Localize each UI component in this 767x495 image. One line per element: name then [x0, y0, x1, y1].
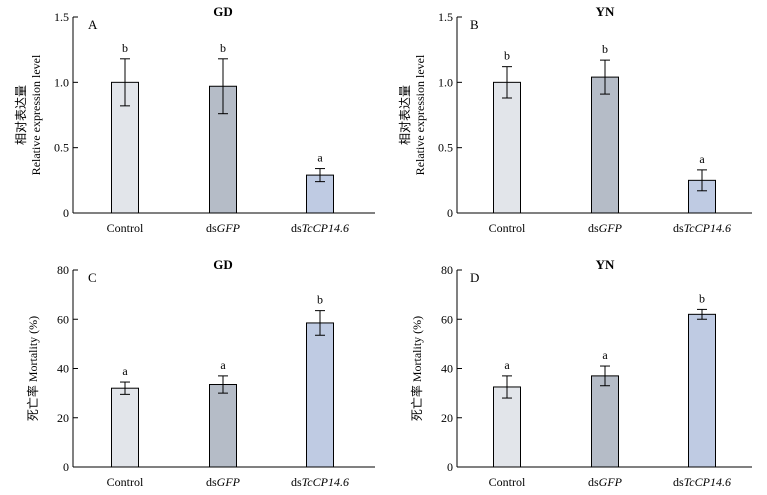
y-tick-label: 80	[441, 263, 453, 277]
bar	[306, 322, 334, 468]
y-tick-label: 1.0	[54, 75, 69, 89]
x-tick-label: dsTcCP14.6	[673, 475, 731, 489]
y-tick-label: 1.5	[438, 10, 453, 24]
chart-title: GD	[213, 4, 233, 19]
x-tick-label: Control	[489, 221, 526, 235]
y-axis-label-zh: 相对表达量	[398, 85, 412, 145]
significance-letter: a	[602, 348, 608, 362]
y-tick-label: 0.5	[438, 141, 453, 155]
y-tick-label: 20	[57, 411, 69, 425]
significance-letter: b	[699, 291, 705, 305]
significance-letter: a	[504, 358, 510, 372]
significance-letter: a	[122, 364, 128, 378]
bar	[493, 386, 521, 468]
y-tick-label: 0	[63, 206, 69, 220]
bar	[591, 76, 619, 214]
bar	[493, 81, 521, 214]
y-tick-label: 0	[447, 206, 453, 220]
y-tick-label: 20	[441, 411, 453, 425]
y-tick-label: 40	[57, 362, 69, 376]
y-tick-label: 60	[57, 312, 69, 326]
y-tick-label: 1.5	[54, 10, 69, 24]
x-tick-label: Control	[107, 475, 144, 489]
panel-label: C	[88, 270, 97, 285]
significance-letter: b	[317, 293, 323, 307]
x-tick-label: dsGFP	[588, 221, 623, 235]
bar	[111, 387, 139, 468]
y-axis-label: 死亡率 Mortality (%)	[25, 316, 40, 421]
panel-label: B	[470, 17, 479, 32]
bar	[688, 313, 716, 468]
significance-letter: a	[317, 151, 323, 165]
y-tick-label: 0	[447, 460, 453, 474]
y-tick-label: 80	[57, 263, 69, 277]
chart-panel-a: 0 0.5 1.0 1.5 b Control b dsGFP a dsTcCP14.6 GD A 相对…	[14, 4, 375, 235]
significance-letter: a	[220, 358, 226, 372]
y-tick-label: 40	[441, 362, 453, 376]
y-tick-label: 0	[63, 460, 69, 474]
bar	[209, 384, 237, 468]
chart-title: YN	[596, 257, 615, 272]
panel-label: A	[88, 17, 98, 32]
significance-letter: b	[220, 41, 226, 55]
chart-panel-b: 0 0.5 1.0 1.5 b Control b dsGFP a dsTcCP14.6 YN B 相对…	[398, 4, 752, 235]
x-tick-label: dsGFP	[206, 221, 241, 235]
x-tick-label: dsTcCP14.6	[291, 475, 349, 489]
x-tick-label: Control	[107, 221, 144, 235]
chart-panel-c: 0 20 40 60 80 a Control a dsGFP b dsTcCP14.6 GD C 死亡率…	[25, 257, 375, 489]
y-tick-label: 1.0	[438, 75, 453, 89]
y-axis-label: 死亡率 Mortality (%)	[409, 316, 424, 421]
y-axis-label-en: Relative expression level	[413, 54, 427, 175]
bar	[591, 375, 619, 468]
y-axis-label-en: Relative expression level	[29, 54, 43, 175]
significance-letter: b	[504, 49, 510, 63]
significance-letter: a	[699, 152, 705, 166]
y-tick-label: 0.5	[54, 141, 69, 155]
chart-title: GD	[213, 257, 233, 272]
x-tick-label: Control	[489, 475, 526, 489]
chart-title: YN	[596, 4, 615, 19]
x-tick-label: dsTcCP14.6	[673, 221, 731, 235]
panel-label: D	[470, 270, 479, 285]
chart-panel-d: 0 20 40 60 80 a Control a dsGFP b dsTcCP14.6 YN D 死亡率…	[409, 257, 752, 489]
significance-letter: b	[122, 41, 128, 55]
x-tick-label: dsGFP	[206, 475, 241, 489]
x-tick-label: dsTcCP14.6	[291, 221, 349, 235]
significance-letter: b	[602, 42, 608, 56]
x-tick-label: dsGFP	[588, 475, 623, 489]
y-axis-label-zh: 相对表达量	[14, 85, 28, 145]
y-tick-label: 60	[441, 312, 453, 326]
